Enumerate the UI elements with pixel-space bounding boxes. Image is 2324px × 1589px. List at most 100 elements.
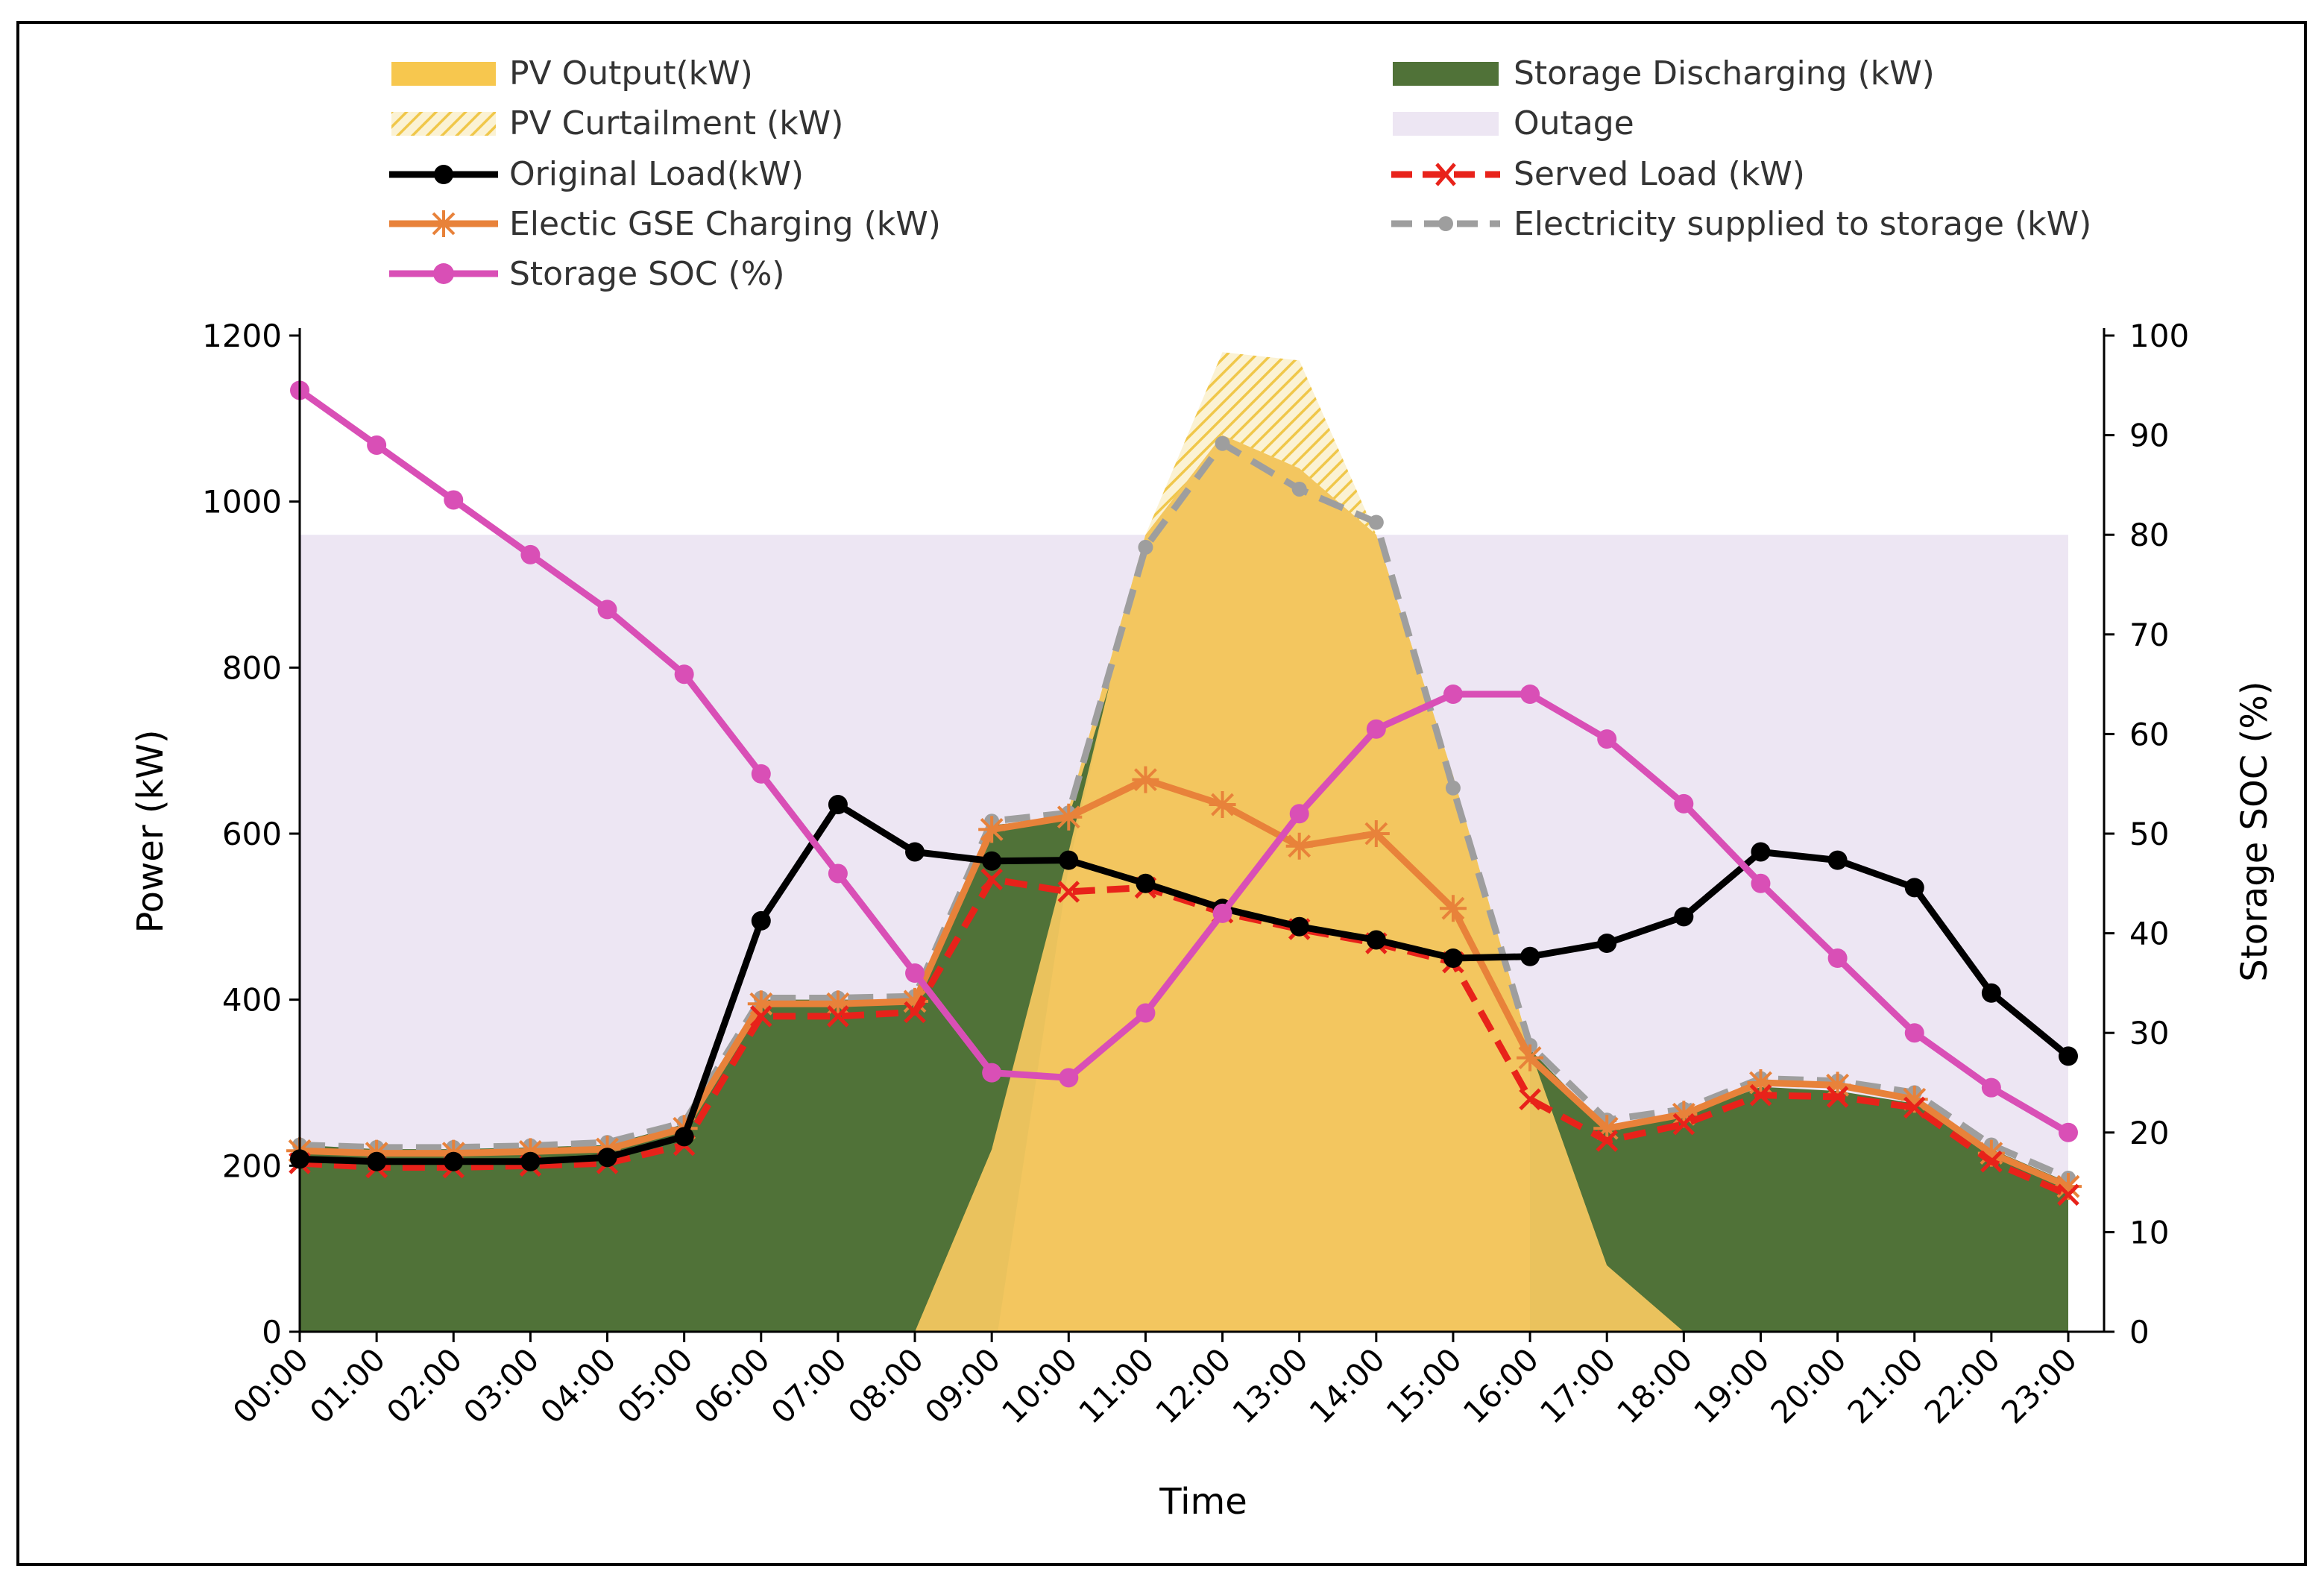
data-point (1132, 766, 1159, 793)
legend-item-electricity-storage[interactable]: Electricity supplied to storage (kW) (1391, 205, 2091, 243)
data-point (1827, 850, 1848, 870)
y2-tick-label: 30 (2129, 1015, 2169, 1051)
data-point (1751, 842, 1771, 862)
x-tick-label: 09:00 (918, 1341, 1007, 1430)
pv-output-area (915, 435, 1684, 1332)
data-point (1445, 780, 1461, 796)
data-point (1362, 820, 1390, 847)
y2-tick-label: 80 (2129, 517, 2169, 553)
legend-item-outage[interactable]: Outage (1393, 104, 1634, 142)
series-line (299, 801, 2070, 1165)
y2-tick-label: 20 (2129, 1115, 2169, 1151)
data-point (747, 990, 775, 1018)
data-point (827, 1005, 849, 1028)
data-point (520, 544, 541, 564)
data-point (982, 851, 1002, 871)
x-tick-label: 11:00 (1071, 1341, 1161, 1430)
legend-label: Original Load(kW) (509, 155, 804, 193)
data-point (1059, 1068, 1079, 1088)
data-point (1212, 903, 1232, 923)
y2-axis-title: Storage SOC (%) (2234, 681, 2276, 981)
legend-item-pv-curtailment[interactable]: PV Curtailment (kW) (391, 104, 843, 142)
storage-discharging-area (1530, 1049, 1607, 1265)
data-point (750, 1005, 772, 1028)
data-point (824, 990, 851, 1018)
legend-label: Served Load (kW) (1514, 155, 1805, 193)
x-tick-label: 21:00 (1841, 1341, 1930, 1430)
y-tick-label: 1000 (202, 484, 282, 520)
y-tick-label: 600 (222, 816, 282, 852)
x-axis-title: Time (1159, 1481, 1247, 1523)
series-line (299, 875, 2070, 1198)
legend-label: PV Output(kW) (509, 54, 753, 92)
y2-tick-label: 70 (2129, 617, 2169, 653)
x-tick-label: 03:00 (456, 1341, 546, 1430)
data-point (1674, 793, 1694, 814)
data-point (1366, 930, 1386, 950)
x-tick-label: 13:00 (1226, 1341, 1315, 1430)
x-tick-label: 10:00 (995, 1341, 1084, 1430)
data-point (674, 664, 694, 685)
data-point (1904, 1023, 1924, 1043)
x-tick-label: 00:00 (226, 1341, 315, 1430)
legend-item-original-load[interactable]: Original Load(kW) (389, 155, 804, 193)
data-point (2059, 1122, 2078, 1142)
x-tick-label: 20:00 (1763, 1341, 1853, 1430)
x-tick-label: 01:00 (303, 1341, 392, 1430)
legend-item-served-load[interactable]: Served Load (kW) (1391, 155, 1805, 193)
legend-label: Outage (1514, 104, 1634, 142)
storage-discharging-area (300, 684, 1110, 1332)
x-tick-label: 22:00 (1918, 1341, 2007, 1430)
x-tick-label: 04:00 (533, 1341, 623, 1430)
data-point (980, 868, 1003, 890)
y2-tick-label: 60 (2129, 716, 2169, 752)
legend: PV Output(kW) PV Curtailment (kW) Origin… (389, 54, 2091, 293)
x-tick-label: 15:00 (1379, 1341, 1469, 1430)
data-point (444, 490, 464, 510)
data-point (1597, 933, 1617, 953)
data-point (597, 1148, 617, 1168)
y-axis-title: Power (kW) (130, 729, 171, 933)
series-line (299, 440, 2070, 1182)
y-tick-label: 1200 (202, 318, 282, 354)
data-point (904, 1001, 926, 1024)
data-point (1901, 1086, 1928, 1113)
data-point (905, 963, 925, 984)
data-point (828, 795, 848, 815)
legend-label: Electricity supplied to storage (kW) (1514, 205, 2091, 243)
data-point (444, 1151, 464, 1171)
x-tick-label: 08:00 (841, 1341, 930, 1430)
x-tick-label: 06:00 (687, 1341, 777, 1430)
data-point (1824, 1072, 1851, 1099)
y2-tick-label: 40 (2129, 916, 2169, 952)
data-point (1517, 1044, 1544, 1072)
x-tick-label: 18:00 (1610, 1341, 1699, 1430)
data-point (2057, 1183, 2079, 1206)
legend-item-pv-output[interactable]: PV Output(kW) (391, 54, 753, 92)
data-point (1597, 729, 1617, 749)
data-point (1981, 983, 2001, 1003)
data-point (674, 1127, 694, 1147)
legend-item-storage-soc[interactable]: Storage SOC (%) (389, 255, 785, 293)
series-line (297, 387, 2070, 1136)
data-point (1439, 895, 1467, 922)
data-point (1138, 539, 1153, 555)
y-tick-label: 800 (222, 649, 282, 686)
data-point (1209, 791, 1236, 819)
data-point (1289, 916, 1309, 937)
data-point (978, 816, 1006, 843)
y2-tick-label: 50 (2129, 816, 2169, 852)
legend-item-gse-charging[interactable]: Electic GSE Charging (kW) (389, 205, 941, 243)
data-point (1980, 1151, 2003, 1173)
data-point (1670, 1101, 1698, 1128)
legend-item-storage-discharging[interactable]: Storage Discharging (kW) (1393, 54, 1935, 92)
data-point (1904, 878, 1924, 898)
x-tick-label: 07:00 (764, 1341, 854, 1430)
data-point (982, 1063, 1002, 1083)
legend-label: Storage SOC (%) (509, 255, 785, 293)
data-point (1368, 515, 1384, 530)
data-point (901, 987, 929, 1015)
data-point (517, 1138, 544, 1165)
data-point (1291, 481, 1307, 497)
